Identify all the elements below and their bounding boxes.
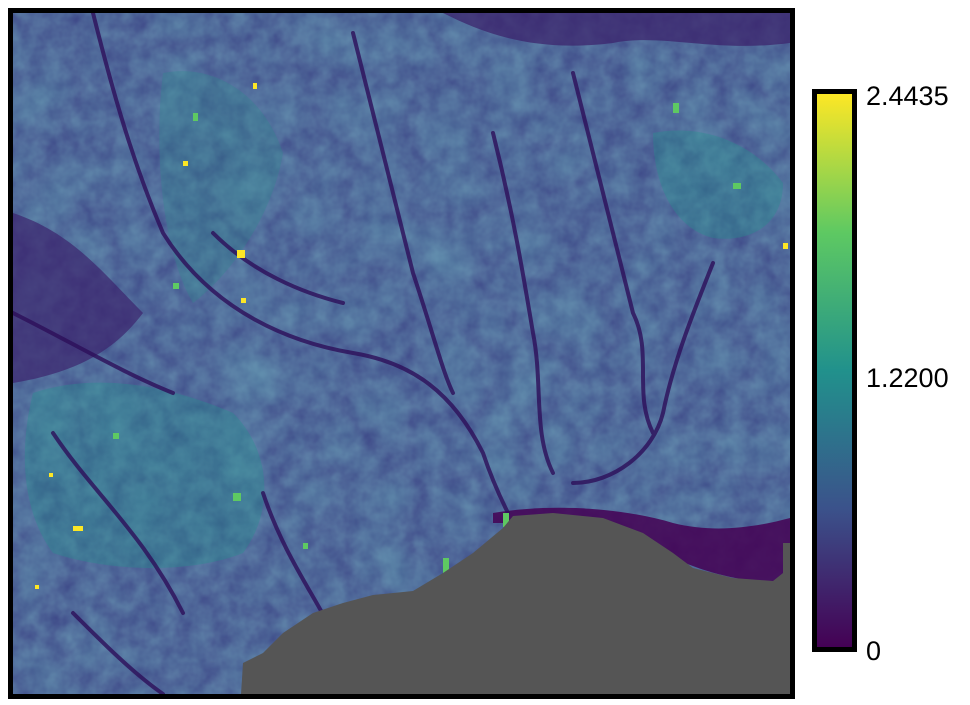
dark-region-north bbox=[443, 13, 790, 46]
colorbar-gradient bbox=[817, 94, 852, 647]
nodata-region bbox=[241, 513, 790, 694]
colorbar-tick-min: 0 bbox=[866, 636, 882, 666]
raster-map bbox=[8, 8, 795, 699]
green-upland-northeast bbox=[653, 130, 783, 239]
colorbar-tick-max: 2.4435 bbox=[866, 81, 949, 111]
high-value-speckles bbox=[35, 83, 788, 589]
green-upland-southwest bbox=[24, 382, 265, 568]
mid-value-speckles bbox=[113, 103, 741, 578]
green-upland-north bbox=[159, 71, 283, 303]
colorbar-tick-mid: 1.2200 bbox=[866, 363, 949, 393]
colorbar bbox=[812, 89, 857, 652]
dark-region-west bbox=[13, 213, 143, 383]
terrain-raster bbox=[13, 13, 790, 694]
